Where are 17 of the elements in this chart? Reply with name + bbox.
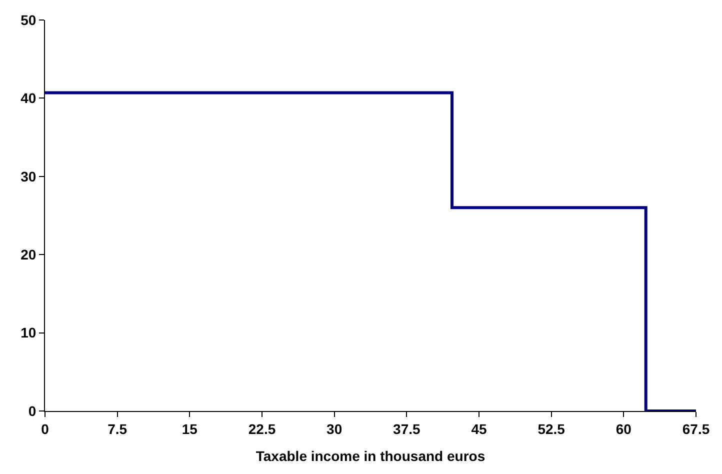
y-tick-label: 0 xyxy=(28,402,36,419)
x-tick-label: 60 xyxy=(616,420,632,437)
y-tick-label: 20 xyxy=(20,246,36,262)
x-tick-label: 0 xyxy=(41,420,50,437)
x-tick-label: 7.5 xyxy=(108,420,128,437)
x-tick-label: 15 xyxy=(182,420,198,437)
x-tick-label: 45 xyxy=(471,420,487,437)
x-tick-label: 22.5 xyxy=(248,420,276,437)
y-tick-label: 30 xyxy=(20,168,36,184)
x-axis-title: Taxable income in thousand euros xyxy=(256,448,486,464)
x-tick-label: 37.5 xyxy=(393,420,421,437)
y-tick-label: 10 xyxy=(20,324,36,341)
y-tick-label: 40 xyxy=(20,90,36,106)
x-tick-label: 30 xyxy=(326,420,342,437)
x-tick-label: 52.5 xyxy=(538,420,566,437)
y-tick-label: 50 xyxy=(20,12,36,28)
x-tick-label: 67.5 xyxy=(682,420,710,437)
